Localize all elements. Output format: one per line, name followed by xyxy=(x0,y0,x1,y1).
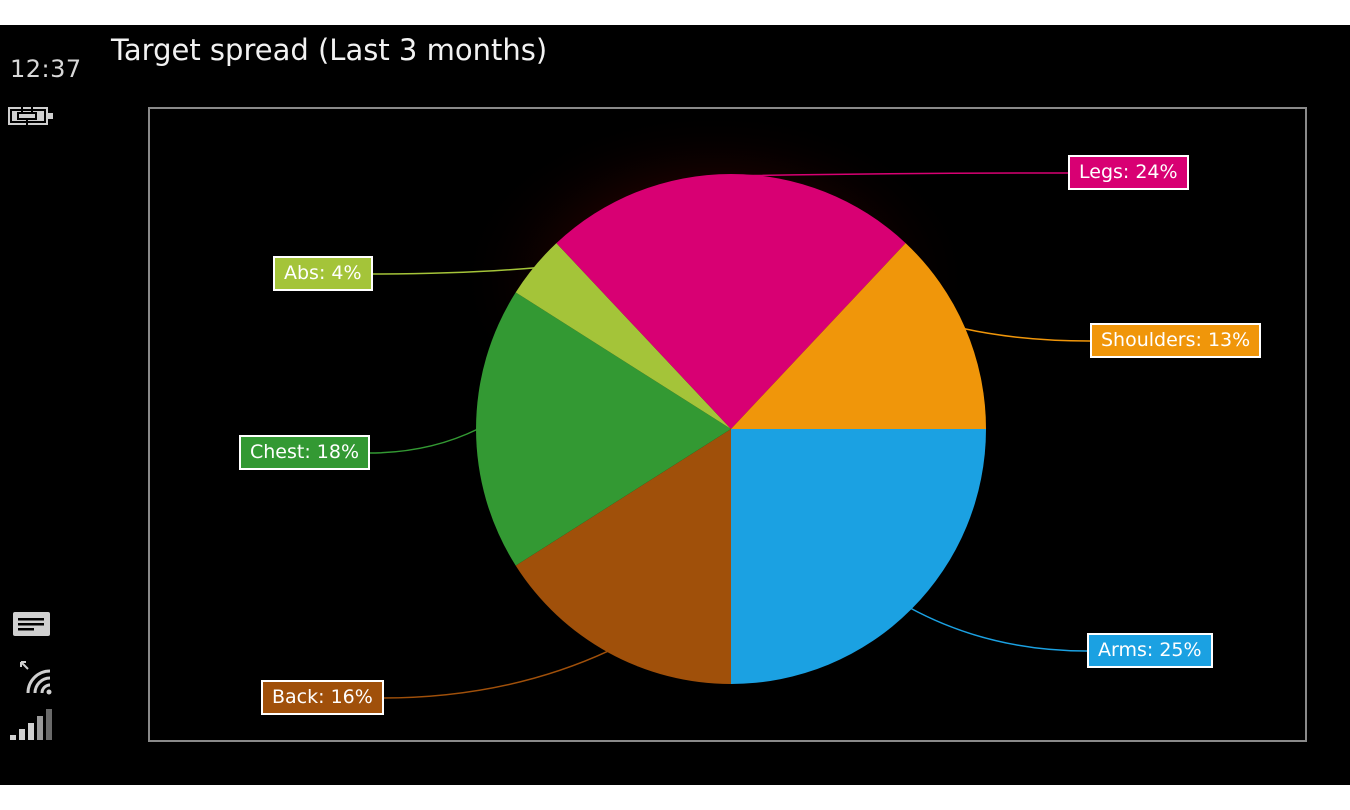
pie-slice-chest xyxy=(476,292,731,566)
wifi-icon xyxy=(20,661,52,695)
chart-frame: Arms: 25% Back: 16% Chest: 18% Abs: 4% Legs:… xyxy=(148,107,1307,742)
phone-screen: 12:37 Target spread (Las xyxy=(0,25,1350,785)
pie-slice-back xyxy=(515,429,731,684)
status-time: 12:37 xyxy=(10,55,82,83)
data-label-shoulders: Shoulders: 13% xyxy=(1090,323,1262,358)
leader-line-back xyxy=(381,650,610,699)
data-label-abs: Abs: 4% xyxy=(273,256,373,291)
leader-line-legs xyxy=(730,172,1069,177)
status-bar: 12:37 xyxy=(0,25,82,785)
signal-strength-icon xyxy=(10,709,52,740)
pie-slice-abs xyxy=(515,243,731,429)
leader-line-arms xyxy=(909,607,1088,652)
pie-chart xyxy=(368,109,1091,699)
data-label-back: Back: 16% xyxy=(261,680,384,715)
leader-line-chest xyxy=(368,428,479,454)
pie-slice-shoulders xyxy=(731,243,986,429)
leader-line-shoulders xyxy=(963,327,1091,342)
data-label-arms: Arms: 25% xyxy=(1087,633,1213,668)
battery-charging-icon xyxy=(8,107,53,126)
data-label-chest: Chest: 18% xyxy=(239,435,371,470)
page-title: Target spread (Last 3 months) xyxy=(111,33,548,67)
leader-line-abs xyxy=(372,266,537,275)
data-label-legs: Legs: 24% xyxy=(1068,155,1189,190)
message-icon xyxy=(13,612,50,636)
pie-slice-arms xyxy=(731,429,986,684)
pie-slice-legs xyxy=(556,173,906,429)
